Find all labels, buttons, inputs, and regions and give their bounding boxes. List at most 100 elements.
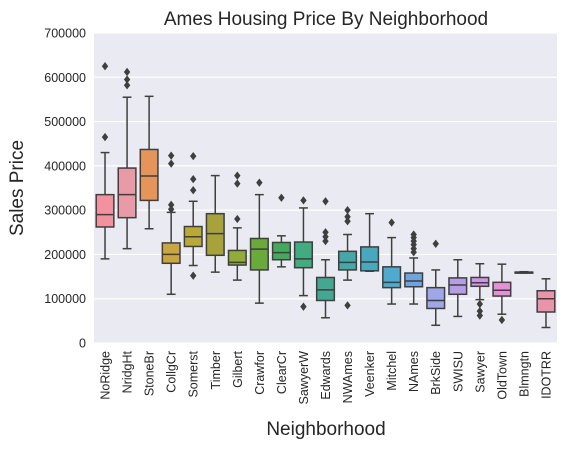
box-nwames xyxy=(337,205,358,310)
outlier-point xyxy=(410,248,417,257)
box-series xyxy=(95,62,556,329)
iqr-box xyxy=(161,242,181,265)
y-tick-label: 700000 xyxy=(44,27,86,41)
box-timber xyxy=(205,174,225,273)
x-tick-label: Edwards xyxy=(319,351,333,400)
outlier-point xyxy=(344,217,351,226)
outlier-point xyxy=(256,178,263,187)
outlier-point xyxy=(344,212,351,221)
box-gilbert xyxy=(227,171,247,281)
iqr-box xyxy=(293,241,314,269)
box-oldtown xyxy=(492,263,512,325)
iqr-box xyxy=(492,281,512,297)
iqr-box xyxy=(95,193,115,228)
box-veenker xyxy=(360,212,380,273)
outlier-point xyxy=(344,301,351,310)
outlier-point xyxy=(432,239,439,248)
x-tick-label: ClearCr xyxy=(275,351,289,394)
box-nridght xyxy=(117,67,137,250)
iqr-box xyxy=(315,276,336,302)
outlier-point xyxy=(190,271,197,280)
x-axis-label: Neighborhood xyxy=(266,419,385,440)
iqr-box xyxy=(139,148,159,202)
y-axis-label: Sales Price xyxy=(7,140,28,236)
outlier-point xyxy=(322,232,329,241)
outlier-point xyxy=(123,67,131,77)
x-tick-label: Veenker xyxy=(363,351,377,397)
outlier-point xyxy=(167,159,175,168)
outlier-point xyxy=(190,186,197,195)
box-names xyxy=(404,230,424,305)
outlier-point xyxy=(234,171,241,180)
iqr-box xyxy=(470,276,490,288)
box-sawyer xyxy=(470,262,490,320)
x-tick-label: NridgHt xyxy=(121,350,135,393)
box-brkside xyxy=(426,239,446,327)
y-tick-label: 0 xyxy=(79,337,86,351)
x-tick-label: NoRidge xyxy=(99,351,113,400)
outlier-point xyxy=(123,75,131,84)
iqr-box xyxy=(382,266,402,289)
y-axis-ticks: 0 100000 200000 300000 400000 500000 600000 700… xyxy=(44,27,86,351)
x-tick-label: Gilbert xyxy=(231,350,245,387)
iqr-box xyxy=(404,272,424,288)
x-tick-label: Crawfor xyxy=(253,351,267,395)
iqr-box xyxy=(360,246,380,272)
box-blmngtn xyxy=(514,270,534,274)
x-tick-label: SawyerW xyxy=(297,351,311,405)
outlier-point xyxy=(344,205,351,215)
outlier-point xyxy=(123,81,131,90)
x-tick-label: Mitchel xyxy=(385,351,399,391)
y-tick-label: 500000 xyxy=(44,115,86,129)
iqr-box xyxy=(205,212,225,257)
outlier-point xyxy=(498,315,506,325)
box-edwards xyxy=(315,197,336,319)
y-tick-label: 100000 xyxy=(44,292,86,306)
x-tick-label: NAmes xyxy=(407,351,421,392)
x-tick-label: SWISU xyxy=(451,351,465,392)
y-tick-label: 200000 xyxy=(44,248,86,262)
outlier-point xyxy=(234,214,241,224)
y-tick-label: 300000 xyxy=(44,204,86,218)
x-tick-label: NWAmes xyxy=(341,351,355,403)
x-tick-label: Timber xyxy=(209,351,223,389)
box-swisu xyxy=(448,258,468,318)
x-axis-ticks: NoRidge NridgHt StoneBr CollgCr Somerst Timbe… xyxy=(99,350,554,404)
box-crawfor xyxy=(249,178,269,304)
outlier-point xyxy=(190,151,197,161)
outlier-point xyxy=(167,205,175,214)
x-tick-label: Somerst xyxy=(187,350,201,397)
outlier-point xyxy=(322,197,329,206)
x-tick-label: Blmngtn xyxy=(517,351,531,397)
iqr-box xyxy=(271,241,291,261)
x-tick-label: BrkSide xyxy=(429,351,443,395)
outlier-point xyxy=(388,218,395,227)
outlier-point xyxy=(300,196,307,205)
x-tick-label: Sawyer xyxy=(473,351,487,393)
iqr-box xyxy=(337,250,358,271)
outlier-point xyxy=(278,193,285,202)
box-idotrr xyxy=(536,278,556,329)
iqr-box xyxy=(448,277,468,296)
outlier-point xyxy=(167,151,175,160)
iqr-box xyxy=(426,286,446,310)
outlier-point xyxy=(101,62,109,71)
outlier-point xyxy=(322,236,329,246)
outlier-point xyxy=(476,299,484,309)
box-clearcr xyxy=(271,193,291,268)
box-noridge xyxy=(95,62,115,260)
x-tick-label: CollgCr xyxy=(165,351,179,393)
outlier-point xyxy=(190,174,197,184)
outlier-point xyxy=(234,179,241,188)
box-somerst xyxy=(183,151,203,280)
outlier-point xyxy=(101,132,109,142)
iqr-box xyxy=(249,237,269,271)
x-tick-label: StoneBr xyxy=(143,351,157,396)
outlier-point xyxy=(167,200,175,209)
box-mitchel xyxy=(382,218,402,305)
chart-title: Ames Housing Price By Neighborhood xyxy=(164,9,488,30)
box-stonebr xyxy=(139,95,159,230)
box-collgcr xyxy=(161,151,181,296)
outlier-point xyxy=(322,228,329,237)
